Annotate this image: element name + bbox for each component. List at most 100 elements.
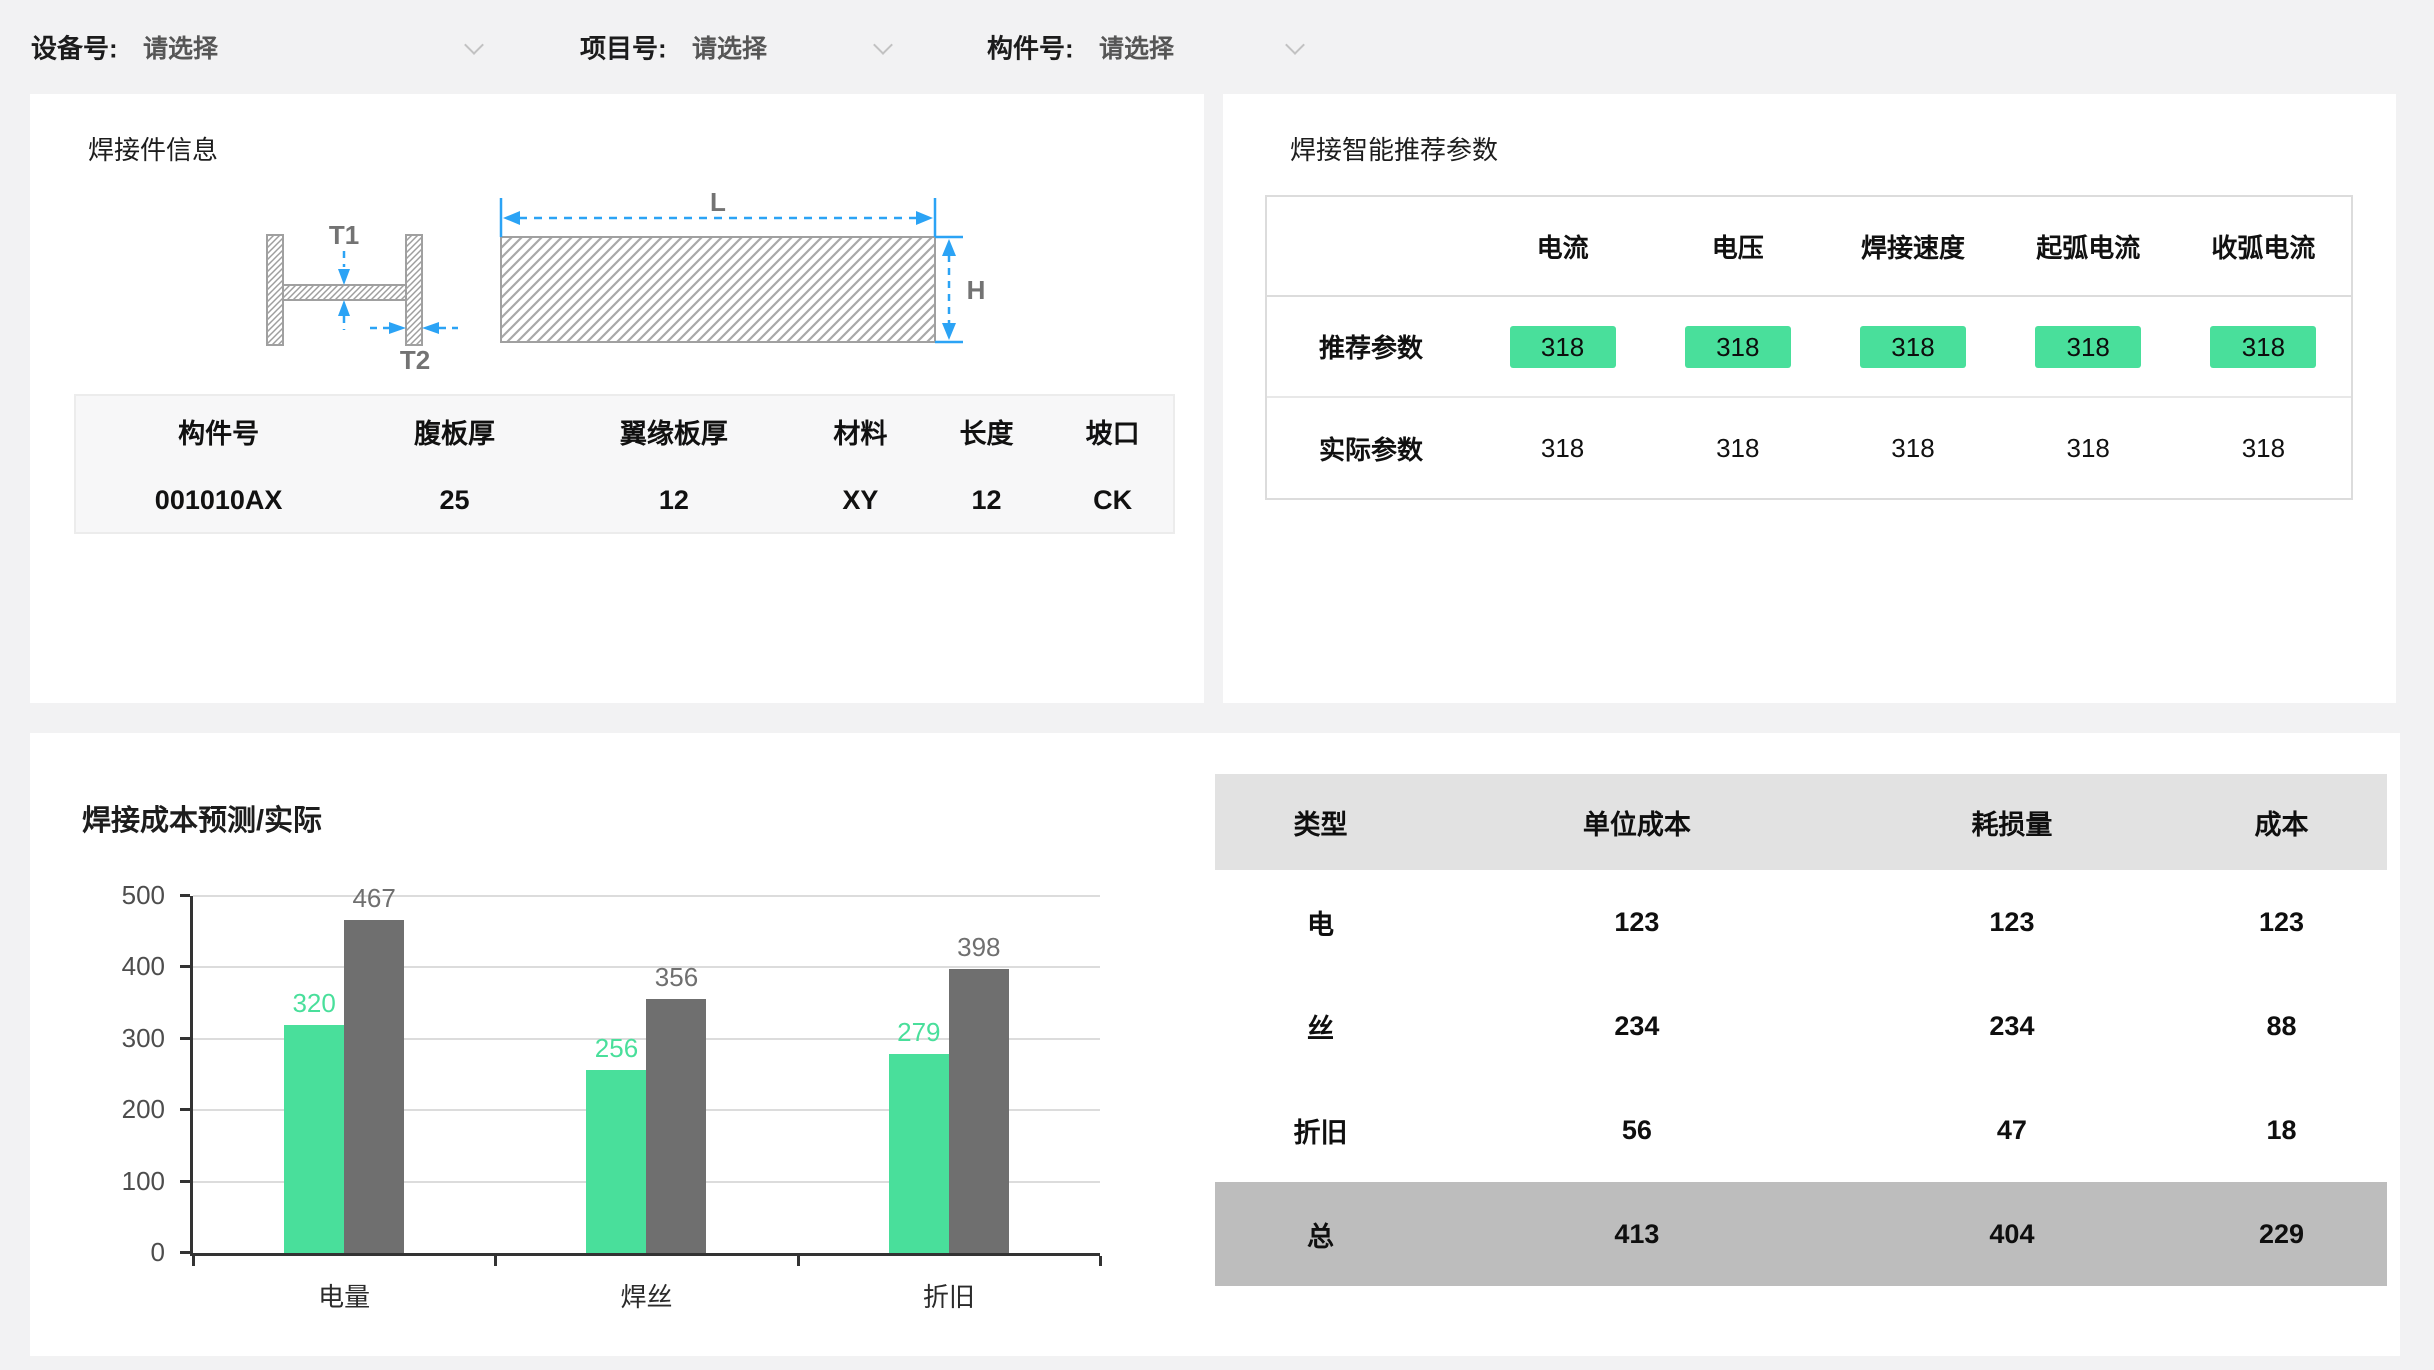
bar-category-group: 256 356 [495,896,797,1253]
cell: 电 [1306,909,1334,940]
bar: 256 [586,1033,647,1253]
col-header: 构件号 [178,418,260,449]
actual-value: 318 [2066,432,2110,463]
bar-value-label: 398 [957,931,1001,962]
cell: 404 [1989,1218,2035,1249]
cost-chart-title: 焊接成本预测/实际 [82,805,323,837]
cell: 56 [1621,1114,1652,1145]
x-axis-tick [796,1256,800,1266]
cost-panel: 焊接成本预测/实际 0 100 200 300 400 500 320 467 电量 256 356… [30,733,2400,1356]
actual-value: 318 [1540,432,1585,463]
recommended-value-badge: 318 [2210,325,2317,368]
col-header: 翼缘板厚 [619,418,728,449]
cell: 47 [1996,1114,2027,1145]
cell: 折旧 [1293,1117,1348,1148]
y-axis-label: 0 [150,1237,165,1267]
col-header: 焊接速度 [1860,232,1965,263]
col-header: 腹板厚 [413,418,495,449]
bar-value-label: 467 [352,882,396,913]
y-axis-tick [180,1251,190,1254]
col-header: 单位成本 [1582,809,1691,840]
table-row: 折旧 56 47 18 [1215,1078,2387,1182]
col-header: 电流 [1536,232,1589,263]
component-no-label: 构件号: [987,33,1074,64]
recommended-value-badge: 318 [1509,325,1616,368]
bar-value-label: 279 [897,1016,941,1047]
col-header: 成本 [2254,809,2309,840]
cell: 12 [658,484,689,515]
chevron-down-icon [873,35,893,55]
y-axis-tick [180,1108,190,1112]
bar-value-label: 256 [594,1033,639,1064]
cell: 88 [2266,1010,2297,1041]
dim-t1-label: T1 [329,220,359,250]
y-axis-tick [180,965,190,969]
col-header: 电压 [1711,232,1764,263]
y-axis-tick [180,894,190,897]
component-no-value: 请选择 [1099,35,1175,63]
x-axis-tick [1099,1256,1102,1266]
cell: XY [842,484,879,515]
row-label: 推荐参数 [1318,333,1423,363]
component-no-select[interactable]: 构件号: 请选择 [987,0,1305,94]
bar: 398 [948,932,1009,1253]
cell: 25 [439,484,470,515]
table-row: 电 123 123 123 [1215,870,2387,974]
device-no-value: 请选择 [143,35,219,63]
cell: 丝 [1306,1013,1334,1044]
cost-table-header-row: 类型 单位成本 耗损量 成本 [1215,774,2387,870]
y-axis-tick [180,1036,190,1040]
col-header: 耗损量 [1971,809,2053,840]
actual-value: 318 [2241,432,2286,463]
gridline [193,966,1100,969]
cell: 234 [1614,1010,1660,1041]
dim-h-label: H [967,275,986,305]
cell: 234 [1989,1010,2035,1041]
y-axis-label: 300 [121,1022,165,1053]
actual-row: 实际参数 318 318 318 318 318 [1267,398,2351,498]
col-header: 类型 [1293,809,1348,840]
bar-category-group: 279 398 [798,896,1100,1253]
x-axis-tick [192,1256,195,1266]
cell: CK [1093,484,1133,515]
y-axis-tick [180,1179,190,1183]
y-axis-label: 200 [121,1094,165,1125]
total-row: 总 413 404 229 [1215,1182,2387,1286]
bar: 279 [888,1017,949,1253]
recommend-table: 电流 电压 焊接速度 起弧电流 收弧电流 推荐参数 318 318 318 31… [1265,195,2353,500]
cell: 413 [1614,1218,1660,1249]
recommend-title: 焊接智能推荐参数 [1290,135,1499,165]
recommend-header-row: 电流 电压 焊接速度 起弧电流 收弧电流 [1267,197,2351,297]
dim-l-label: L [710,189,726,217]
cell: 001010AX [154,484,283,515]
bar-category-group: 320 467 [193,883,495,1253]
x-axis-category-label: 折旧 [922,1282,975,1312]
project-no-select[interactable]: 项目号: 请选择 [580,0,893,94]
recommend-panel: 焊接智能推荐参数 电流 电压 焊接速度 起弧电流 收弧电流 推荐参数 318 3… [1223,94,2396,703]
cell: 123 [1614,906,1660,937]
device-no-label: 设备号: [31,33,118,64]
filter-bar: 设备号: 请选择 项目号: 请选择 构件号: 请选择 [0,0,2434,94]
project-no-value: 请选择 [692,35,768,63]
bar: 356 [646,962,707,1253]
cell: 229 [2258,1218,2305,1249]
actual-value: 318 [1716,432,1760,463]
actual-value: 318 [1891,432,1935,463]
col-header: 坡口 [1085,418,1140,449]
cell: 总 [1306,1221,1334,1252]
x-axis-category-label: 电量 [318,1282,371,1312]
device-no-select[interactable]: 设备号: 请选择 [31,0,484,94]
recommended-value-badge: 318 [2035,325,2142,368]
col-header: 收弧电流 [2211,232,2316,263]
col-header: 材料 [833,418,888,449]
part-diagram: T1 T2 L H [266,189,986,375]
x-axis-category-label: 焊丝 [620,1282,673,1312]
project-no-label: 项目号: [580,33,667,64]
bar-value-label: 320 [292,987,336,1018]
recommended-value-badge: 318 [1684,325,1791,368]
cell: 12 [971,484,1002,515]
part-table-header-row: 构件号 腹板厚 翼缘板厚 材料 长度 坡口 [76,396,1173,466]
row-label: 实际参数 [1318,434,1423,465]
part-info-title: 焊接件信息 [88,135,219,165]
recommend-row: 推荐参数 318 318 318 318 318 [1267,297,2351,398]
